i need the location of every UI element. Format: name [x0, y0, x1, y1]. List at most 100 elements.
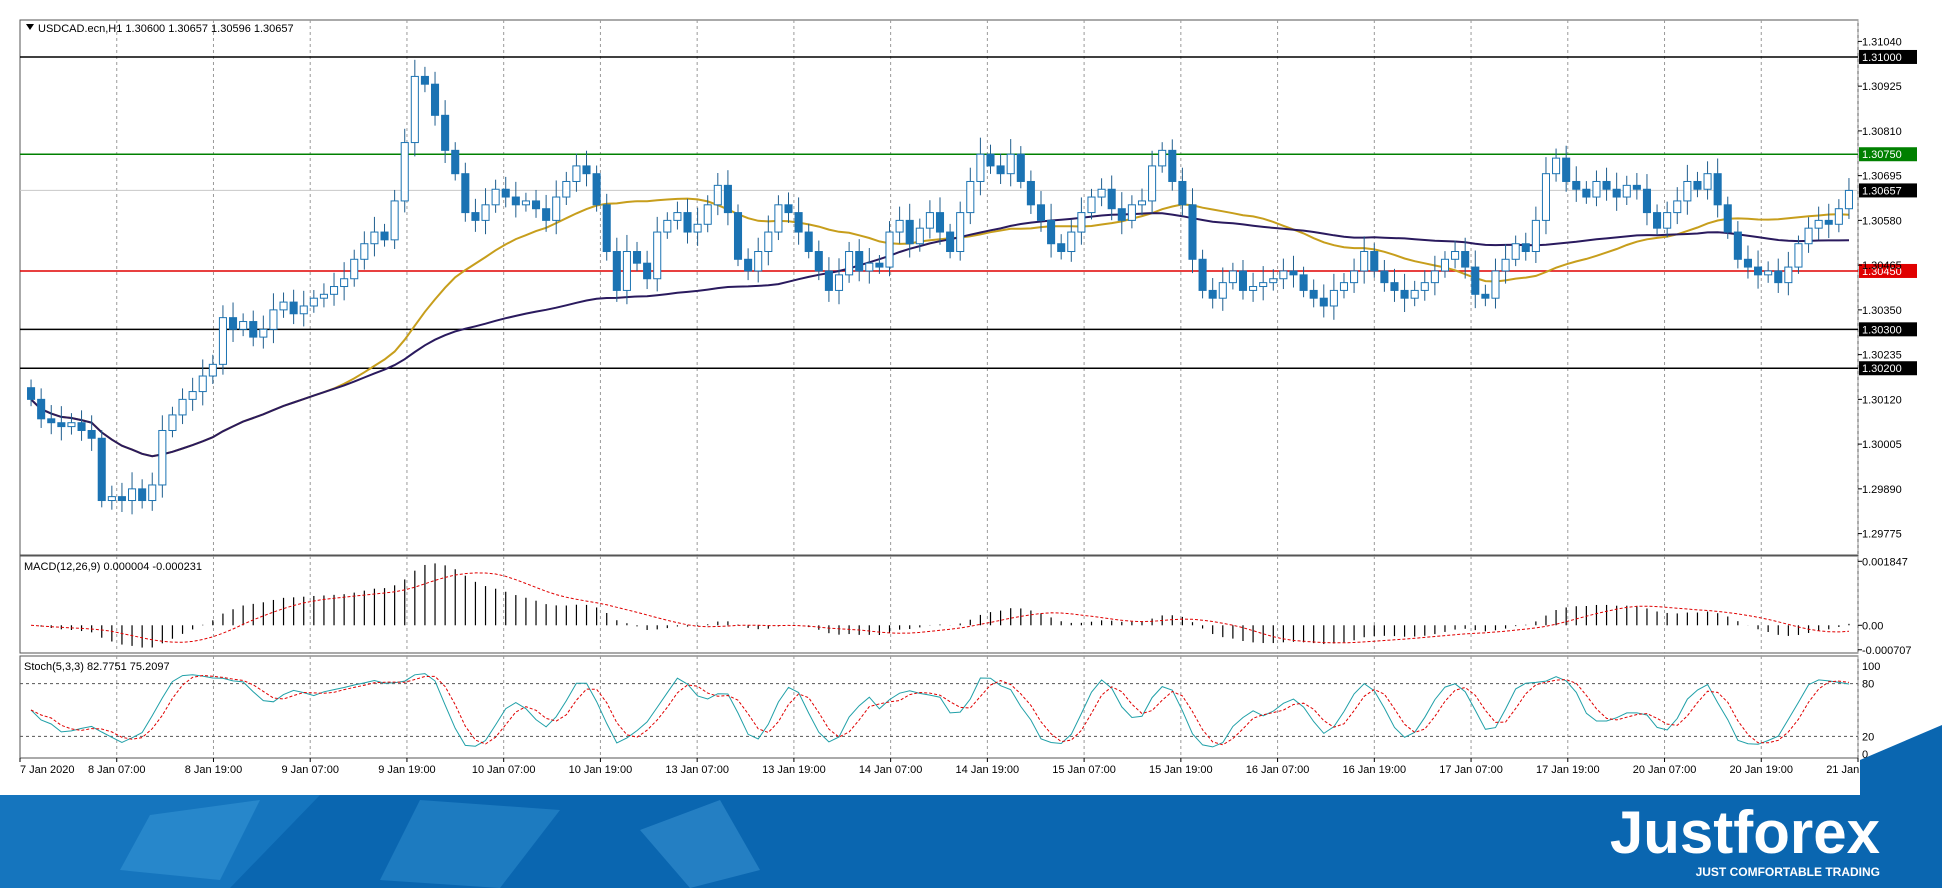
- level-label-bg: [1859, 322, 1917, 337]
- candle-bull: [107, 496, 116, 502]
- candle-bull: [350, 258, 359, 280]
- candle-bull: [552, 196, 561, 221]
- candle-bull: [1673, 200, 1682, 214]
- candle-bull: [1158, 149, 1167, 167]
- candle-bear: [1370, 251, 1379, 272]
- candle-bull: [1794, 243, 1803, 268]
- candle-bear: [57, 422, 66, 428]
- candle-bear: [1026, 180, 1035, 206]
- banner-shape-3: [380, 800, 560, 888]
- level-label-bg: [1859, 263, 1917, 278]
- time-tick-label: 20 Jan 07:00: [1633, 764, 1697, 776]
- macd-grid: [116, 556, 1859, 653]
- stoch-main-line: [30, 673, 1850, 748]
- time-tick-label: 10 Jan 19:00: [569, 764, 633, 776]
- candle-bear: [986, 153, 995, 167]
- level-label: 1.30300: [1862, 324, 1902, 336]
- candle-bear: [47, 418, 56, 424]
- price-tick-label: 1.29890: [1862, 484, 1902, 496]
- candle-bear: [804, 231, 813, 253]
- candle-bull: [562, 180, 571, 198]
- candle-bull: [1350, 270, 1359, 284]
- macd-title: MACD(12,26,9) 0.000004 -0.000231: [24, 561, 202, 573]
- price-grid: [116, 20, 1859, 555]
- candle-bull: [925, 212, 934, 229]
- candle-bull: [1259, 282, 1268, 288]
- macd-tick-label: 0.001847: [1862, 556, 1908, 568]
- candle-bear: [542, 208, 551, 221]
- candle-bull: [1491, 270, 1500, 299]
- price-axis: 1.31040 1.30925 1.30810 1.30695 1.30580 1.304…: [1858, 36, 1902, 541]
- chart-title: USDCAD.ecn,H1 1.30600 1.30657 1.30596 1.…: [38, 23, 294, 35]
- stochastic-title: Stoch(5,3,3) 82.7751 75.2097: [24, 661, 170, 673]
- candle-bear: [733, 212, 743, 260]
- candle-bear: [420, 75, 429, 85]
- banner-shape-2: [120, 800, 260, 880]
- candle-bull: [491, 188, 500, 206]
- candle-bear: [1198, 258, 1207, 291]
- time-tick-label: 20 Jan 19:00: [1729, 764, 1793, 776]
- candle-bull: [198, 375, 207, 393]
- candle-bull: [178, 398, 187, 416]
- candle-bull: [188, 391, 197, 400]
- price-tick-label: 1.30925: [1862, 81, 1902, 93]
- candle-bear: [87, 429, 96, 439]
- brand-tagline: JUST COMFORTABLE TRADING: [1696, 865, 1880, 879]
- candle-bear: [77, 422, 86, 431]
- candle-bear: [1612, 188, 1621, 198]
- level-label: 1.30200: [1862, 363, 1902, 375]
- time-tick-label: 16 Jan 19:00: [1343, 764, 1407, 776]
- candle-bear: [1774, 270, 1783, 284]
- macd-axis: 0.001847 0.00 -0.000707: [1858, 556, 1912, 657]
- banner-corner-shape: [1860, 725, 1942, 795]
- candle-bull: [481, 204, 490, 221]
- candle-bull: [834, 274, 844, 291]
- candle-bull: [1137, 200, 1147, 206]
- candle-bear: [531, 200, 541, 210]
- candle-bull: [1501, 258, 1510, 272]
- candle-bear: [794, 212, 803, 233]
- candle-bull: [1339, 282, 1349, 291]
- chart-menu-icon[interactable]: [26, 24, 34, 30]
- candle-bull: [1541, 173, 1551, 221]
- candle-bull: [1360, 251, 1369, 272]
- stoch-signal-line: [30, 674, 1850, 746]
- candle-bear: [1754, 266, 1763, 276]
- brand-logo-text: Justforex: [1610, 799, 1880, 866]
- candle-bear: [946, 231, 955, 253]
- candle-bear: [1733, 231, 1742, 260]
- candle-bear: [1723, 204, 1732, 233]
- candle-bear: [1168, 149, 1177, 182]
- price-tick-label: 1.30120: [1862, 394, 1902, 406]
- candle-bull: [774, 204, 783, 233]
- candle-bear: [1471, 266, 1480, 295]
- candle-bull: [370, 231, 379, 245]
- candle-bear: [1582, 188, 1591, 198]
- candle-bear: [824, 270, 833, 291]
- level-label-bg: [1859, 147, 1917, 162]
- candle-bear: [632, 251, 642, 264]
- candle-bull: [1410, 289, 1419, 299]
- time-tick-label: 17 Jan 19:00: [1536, 764, 1600, 776]
- candle-bear: [138, 488, 147, 502]
- candle-bear: [814, 251, 823, 272]
- macd-signal-line: [30, 572, 1850, 644]
- candle-bull: [410, 75, 419, 144]
- candle-bull: [1663, 212, 1672, 229]
- candle-bull: [693, 223, 702, 233]
- stoch-tick-label: 80: [1862, 679, 1874, 691]
- candle-bear: [249, 321, 258, 338]
- candle-bear: [27, 387, 36, 400]
- candle-bull: [845, 251, 854, 276]
- time-tick-label: 17 Jan 07:00: [1439, 764, 1503, 776]
- candle-bear: [1188, 204, 1197, 260]
- candle-bear: [1309, 289, 1318, 299]
- candle-bull: [218, 317, 227, 365]
- price-tick-label: 1.30350: [1862, 305, 1902, 317]
- candle-bull: [1531, 219, 1540, 253]
- candle-bull: [208, 363, 217, 377]
- candle-bear: [643, 262, 652, 280]
- candle-bear: [905, 219, 914, 245]
- candle-bear: [723, 184, 732, 214]
- price-tick-label: 1.30235: [1862, 350, 1902, 362]
